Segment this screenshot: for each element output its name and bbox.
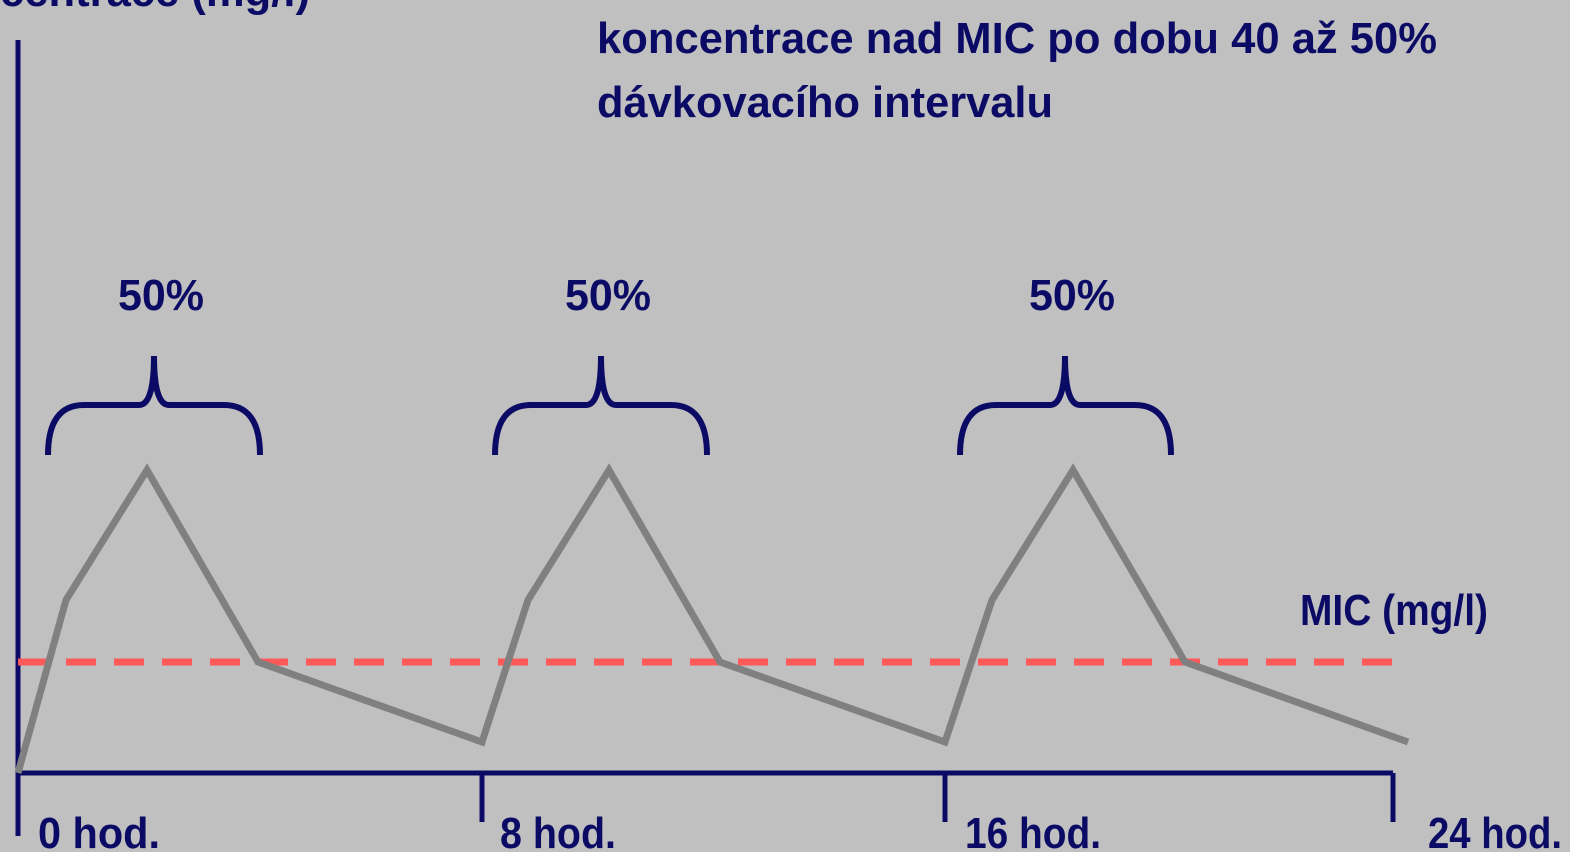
time-label: 8 hod. (500, 809, 616, 852)
y-axis-label: centrace (mg/l) (0, 0, 310, 16)
title-line: dávkovacího intervalu (597, 78, 1053, 127)
time-label: 0 hod. (38, 809, 160, 852)
brace (957, 355, 1174, 456)
concentration-curve (14, 463, 1410, 774)
interval-label: 50% (118, 271, 204, 320)
interval-label: 50% (1029, 271, 1115, 320)
brace (45, 355, 263, 456)
time-label: 24 hod. (1428, 809, 1562, 852)
interval-label: 50% (565, 271, 651, 320)
axes (15, 40, 1396, 836)
mic-label: MIC (mg/l) (1300, 586, 1488, 635)
braces (45, 355, 1174, 456)
brace (492, 355, 710, 456)
title-line: koncentrace nad MIC po dobu 40 až 50% (597, 14, 1437, 63)
time-label: 16 hod. (965, 809, 1101, 852)
